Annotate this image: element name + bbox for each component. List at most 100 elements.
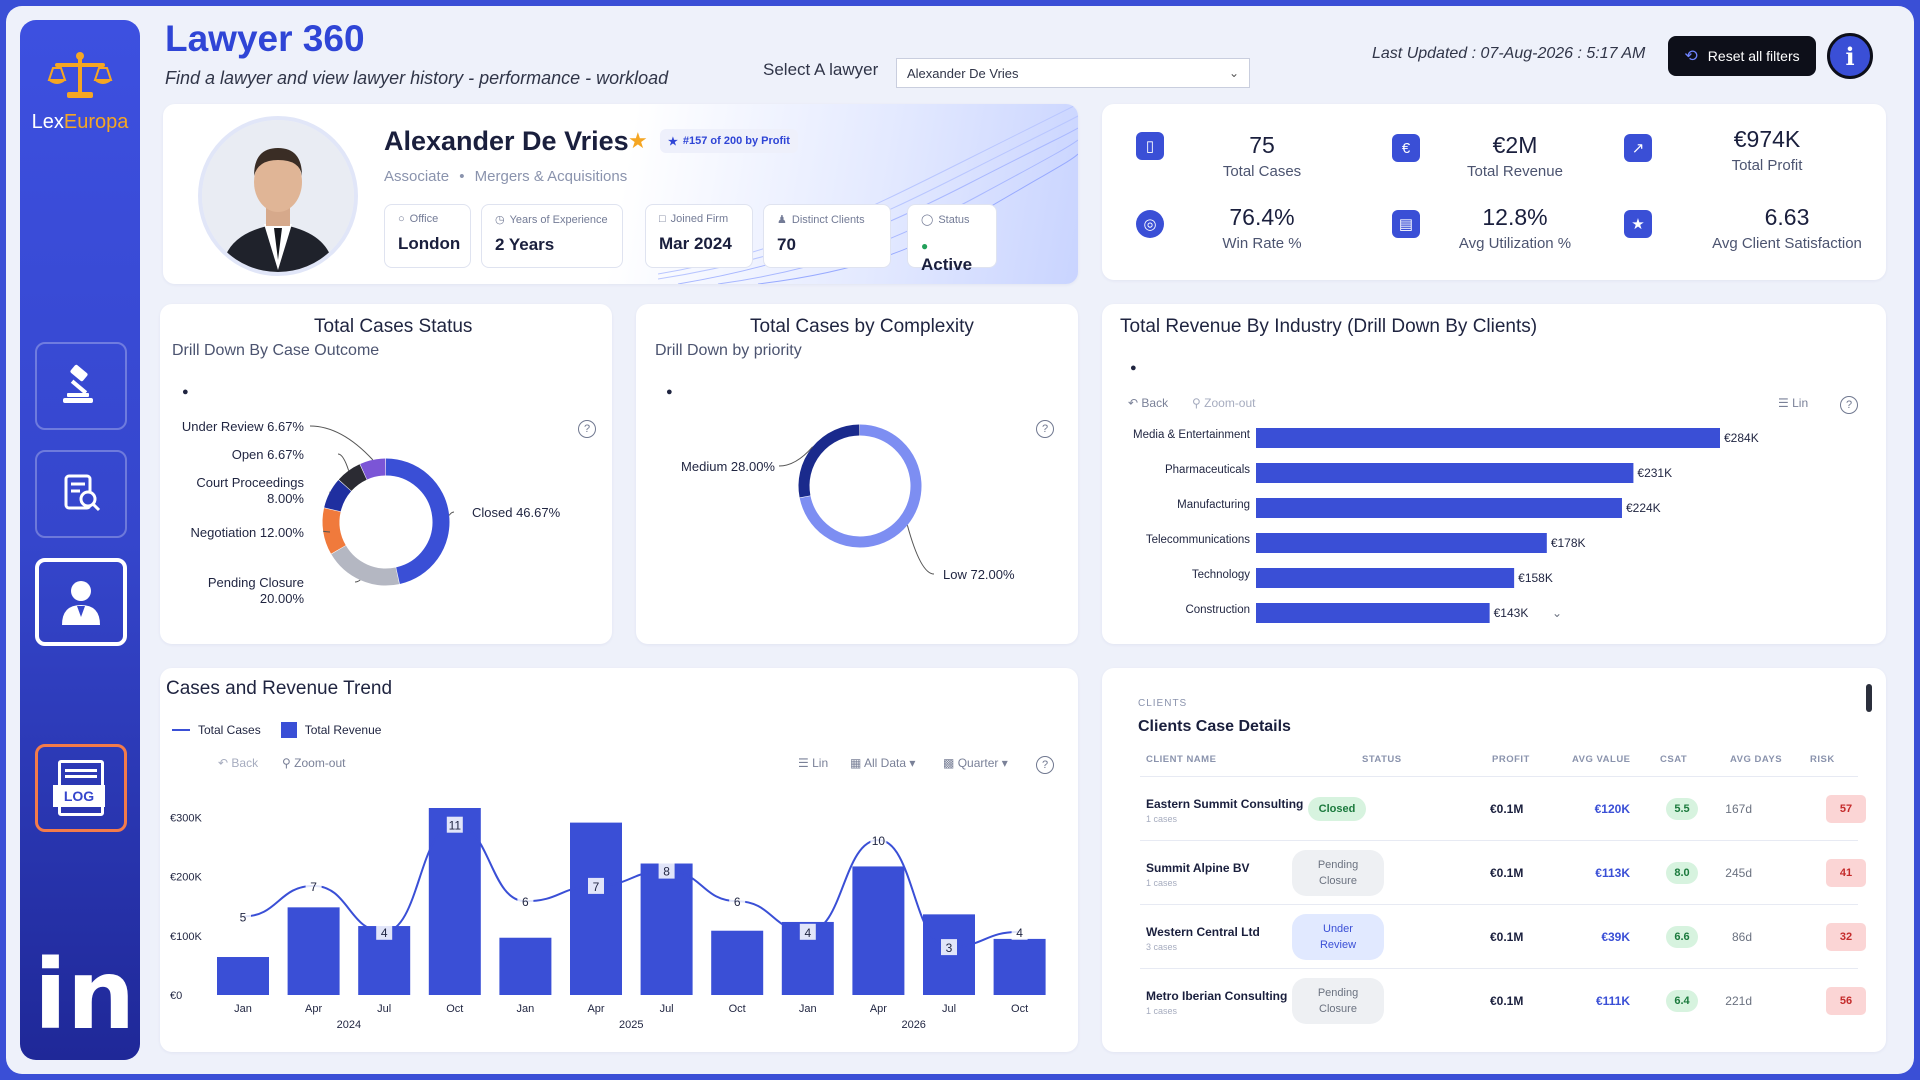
revenue-bar[interactable] [570,822,622,995]
revenue-bar[interactable] [217,957,269,995]
zoom-out-button[interactable]: ⚲ Zoom-out [282,756,346,770]
list-icon: ☰ [1778,396,1789,410]
scrollbar-thumb[interactable] [1866,684,1872,712]
table-row[interactable]: Eastern Summit Consulting 1 cases Closed… [1140,776,1866,840]
client-name[interactable]: Metro Iberian Consulting [1146,989,1288,1003]
donut-slice-court-proceedings[interactable] [324,480,352,512]
donut-slice-low[interactable] [799,424,922,548]
page-title: Lawyer 360 [165,18,365,59]
linear-scale-button[interactable]: ☰ Lin [1778,396,1808,410]
donut-slice-medium[interactable] [798,424,860,498]
info-button[interactable]: i [1827,33,1873,79]
nav-lawyer[interactable] [35,558,127,646]
kpi-label: Avg Client Satisfaction [1712,235,1862,252]
revenue-bar[interactable] [711,930,764,995]
col-header-profit[interactable]: PROFIT [1492,754,1530,765]
col-header-avg-value[interactable]: AVG VALUE [1572,754,1631,765]
y-tick-label: €100K [170,931,202,943]
revenue-bar[interactable] [852,866,905,995]
client-name[interactable]: Summit Alpine BV [1146,861,1250,875]
industry-bar[interactable] [1256,498,1622,518]
case-label-bg [305,877,322,894]
donut-slice-open[interactable] [338,464,368,492]
y-tick-label: €0 [170,990,182,1002]
help-icon[interactable]: ? [1840,396,1858,414]
col-header-client[interactable]: CLIENT NAME [1146,754,1217,765]
table-row[interactable]: Metro Iberian Consulting 1 cases Pending… [1140,968,1866,1032]
leader-line [337,453,350,471]
reset-filters-button[interactable]: ⟲ Reset all filters [1668,36,1816,76]
chip-joined-value: Mar 2024 [659,234,732,253]
nav-gavel[interactable] [35,342,127,430]
table-row[interactable]: Western Central Ltd 3 cases Under Review … [1140,904,1866,968]
help-icon[interactable]: ? [578,420,596,438]
home-icon[interactable]: ● [182,386,189,398]
industry-chart-title: Total Revenue By Industry (Drill Down By… [1120,316,1538,337]
log-label: LOG [53,785,105,807]
donut-slice-closed[interactable] [385,458,450,584]
zoom-out-button[interactable]: ⚲ Zoom-out [1192,396,1256,410]
col-header-risk[interactable]: RISK [1810,754,1835,765]
industry-bar[interactable] [1256,533,1547,553]
client-case-count: 3 cases [1146,942,1178,952]
industry-value-label: €284K [1724,431,1759,445]
x-tick-label: Jan [234,1003,252,1015]
chip-office-value: London [398,234,461,253]
folder-icon: ▯ [1136,132,1164,160]
home-icon[interactable]: ● [1130,362,1137,374]
nav-log[interactable]: LOG [35,744,127,832]
help-icon[interactable]: ? [1036,756,1054,774]
case-count-label: 11 [449,819,462,833]
home-icon[interactable]: ● [666,386,673,398]
donut-slice-pending-closure[interactable] [331,545,400,586]
complexity-chart-title: Total Cases by Complexity [750,316,974,337]
table-row[interactable]: Summit Alpine BV 1 cases Pending Closure … [1140,840,1866,904]
client-name[interactable]: Eastern Summit Consulting [1146,797,1304,811]
industry-bar[interactable] [1256,568,1515,588]
lawyer-select[interactable]: Alexander De Vries ⌄ [896,58,1250,88]
col-header-status[interactable]: STATUS [1362,754,1402,765]
calendar-icon: □ [659,213,666,225]
chevron-down-icon[interactable]: ⌄ [1552,606,1563,620]
lawyer-avatar [198,116,358,276]
back-button[interactable]: ↶ Back [218,756,258,770]
revenue-bar[interactable] [640,863,693,995]
kpi-value: 76.4% [1229,204,1295,230]
status-badge: Pending Closure [1292,850,1384,896]
quarter-dropdown[interactable]: ▩ Quarter ▾ [943,756,1008,770]
linear-scale-button[interactable]: ☰ Lin [798,756,828,770]
last-updated: Last Updated : 07-Aug-2026 : 5:17 AM [1372,45,1646,62]
revenue-bar[interactable] [287,907,340,995]
back-label: Back [231,756,259,770]
rank-badge: ★ #157 of 200 by Profit [660,129,798,153]
leader-line [448,511,455,516]
industry-value-label: €231K [1637,466,1672,480]
donut-slice-under-review[interactable] [360,458,386,480]
logo[interactable]: LexEuropa [20,50,140,134]
back-button[interactable]: ↶ Back [1128,396,1168,410]
case-label-bg [588,877,604,894]
table-title: Clients Case Details [1138,718,1291,735]
nav-case-search[interactable] [35,450,127,538]
donut-slice-negotiation[interactable] [322,508,346,554]
leader-line [323,530,331,533]
col-header-csat[interactable]: CSAT [1660,754,1688,765]
case-label-bg [729,893,746,910]
industry-bar[interactable] [1256,463,1634,483]
revenue-bar[interactable] [993,938,1046,995]
client-name[interactable]: Western Central Ltd [1146,925,1260,939]
location-icon: ○ [398,213,405,225]
help-icon[interactable]: ? [1036,420,1054,438]
status-dot-icon: ● [921,239,929,253]
industry-bar[interactable] [1256,603,1490,623]
revenue-bar[interactable] [428,808,481,995]
status-badge: Closed [1308,797,1366,821]
col-header-avg-days[interactable]: AVG DAYS [1730,754,1783,765]
csat-badge: 5.5 [1666,798,1698,820]
linkedin-icon[interactable]: in [34,939,136,1051]
all-data-dropdown[interactable]: ▦ All Data ▾ [850,756,916,770]
revenue-bar[interactable] [499,937,552,995]
risk-badge: 41 [1826,859,1866,887]
industry-bar[interactable] [1256,428,1720,448]
quarter-label: Quarter [957,756,999,770]
